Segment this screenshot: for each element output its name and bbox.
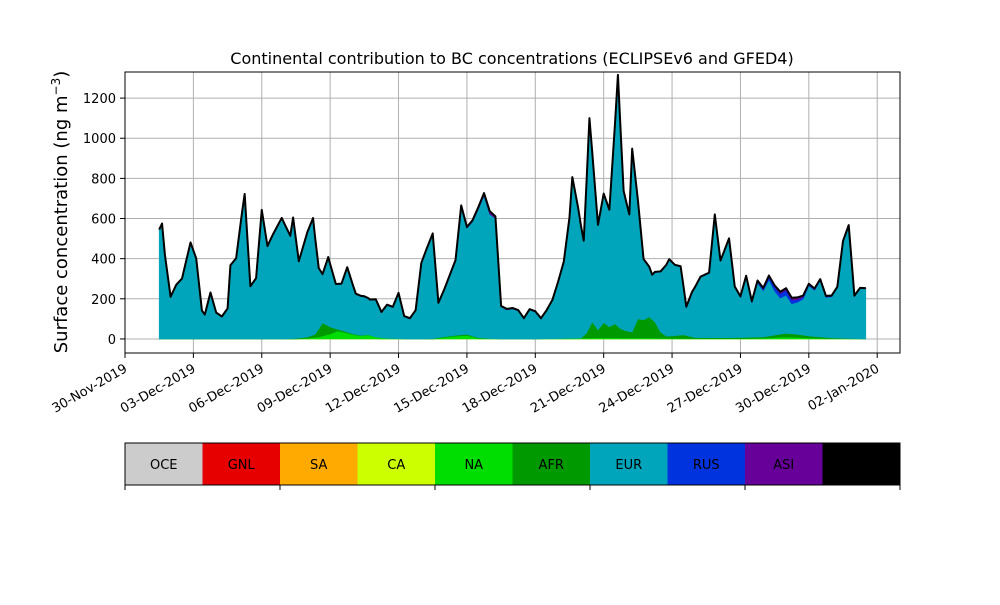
y-tick-label: 0: [108, 333, 116, 348]
y-tick-label: 800: [91, 172, 116, 187]
y-tick-label: 600: [91, 213, 116, 228]
legend-swatch-ca: [357, 443, 435, 485]
color-legend: OCE GNL SA CA NA AFR EUR RUS ASI AUS: [124, 442, 901, 490]
legend-label: AFR: [539, 458, 564, 473]
y-tick-label: 400: [91, 253, 116, 268]
legend-swatch-gnl: [202, 443, 280, 485]
total-outline: [158, 73, 866, 320]
legend-swatch-rus: [667, 443, 745, 485]
legend-label: SA: [310, 458, 327, 473]
y-tick-label: 1000: [83, 132, 116, 147]
legend-label: OCE: [150, 458, 178, 473]
chart-title: Continental contribution to BC concentra…: [230, 49, 793, 68]
y-axis-ticks: 0 200 400 600 800 1000 1200: [83, 92, 125, 348]
legend-label: ASI: [773, 458, 794, 473]
legend-label: RUS: [693, 458, 720, 473]
legend-label: GNL: [228, 458, 256, 473]
legend-swatch-oce: [125, 443, 203, 485]
legend-label: CA: [387, 458, 405, 473]
legend-swatch-aus: [822, 443, 900, 485]
legend-swatch-sa: [280, 443, 358, 485]
legend-swatch-eur: [590, 443, 668, 485]
legend-swatch-asi: [745, 443, 823, 485]
legend-label: EUR: [615, 458, 642, 473]
y-tick-label: 1200: [83, 92, 116, 107]
legend-label: AUS: [848, 458, 875, 473]
y-tick-label: 200: [91, 293, 116, 308]
y-axis-label: Surface concentration (ng m−3): [49, 71, 72, 354]
legend-swatch-afr: [512, 443, 590, 485]
legend-label: NA: [464, 458, 483, 473]
legend-frame: [124, 442, 901, 486]
legend-swatch-na: [435, 443, 513, 485]
plot-frame: [124, 71, 901, 354]
